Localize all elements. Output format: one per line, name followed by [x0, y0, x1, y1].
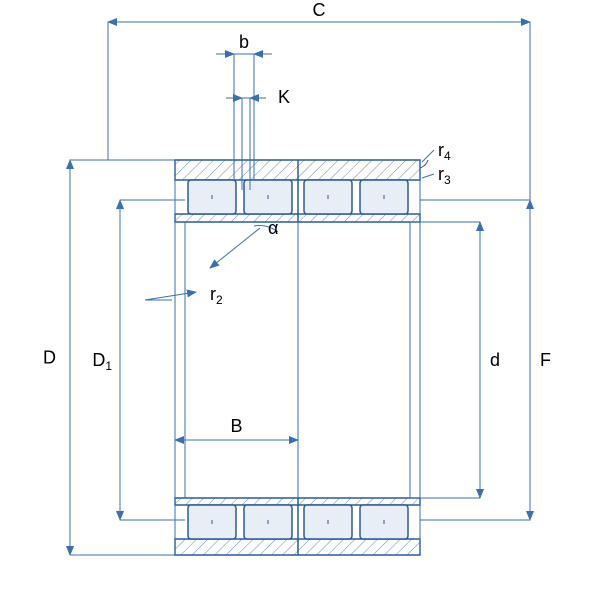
bearing-diagram: Cb K D D1 Bd Fr2 α r4r3	[0, 0, 600, 600]
label-K: K	[278, 87, 290, 107]
label-r3: r3	[438, 164, 451, 187]
label-F: F	[540, 350, 551, 370]
label-r2: r2	[210, 284, 223, 307]
label-C: C	[313, 0, 326, 20]
label-D: D	[43, 348, 56, 368]
label-alpha: α	[268, 218, 278, 238]
label-r4: r4	[438, 140, 451, 163]
label-D1: D1	[92, 350, 112, 373]
label-B: B	[230, 416, 242, 436]
label-b: b	[239, 32, 249, 52]
label-d: d	[490, 350, 500, 370]
